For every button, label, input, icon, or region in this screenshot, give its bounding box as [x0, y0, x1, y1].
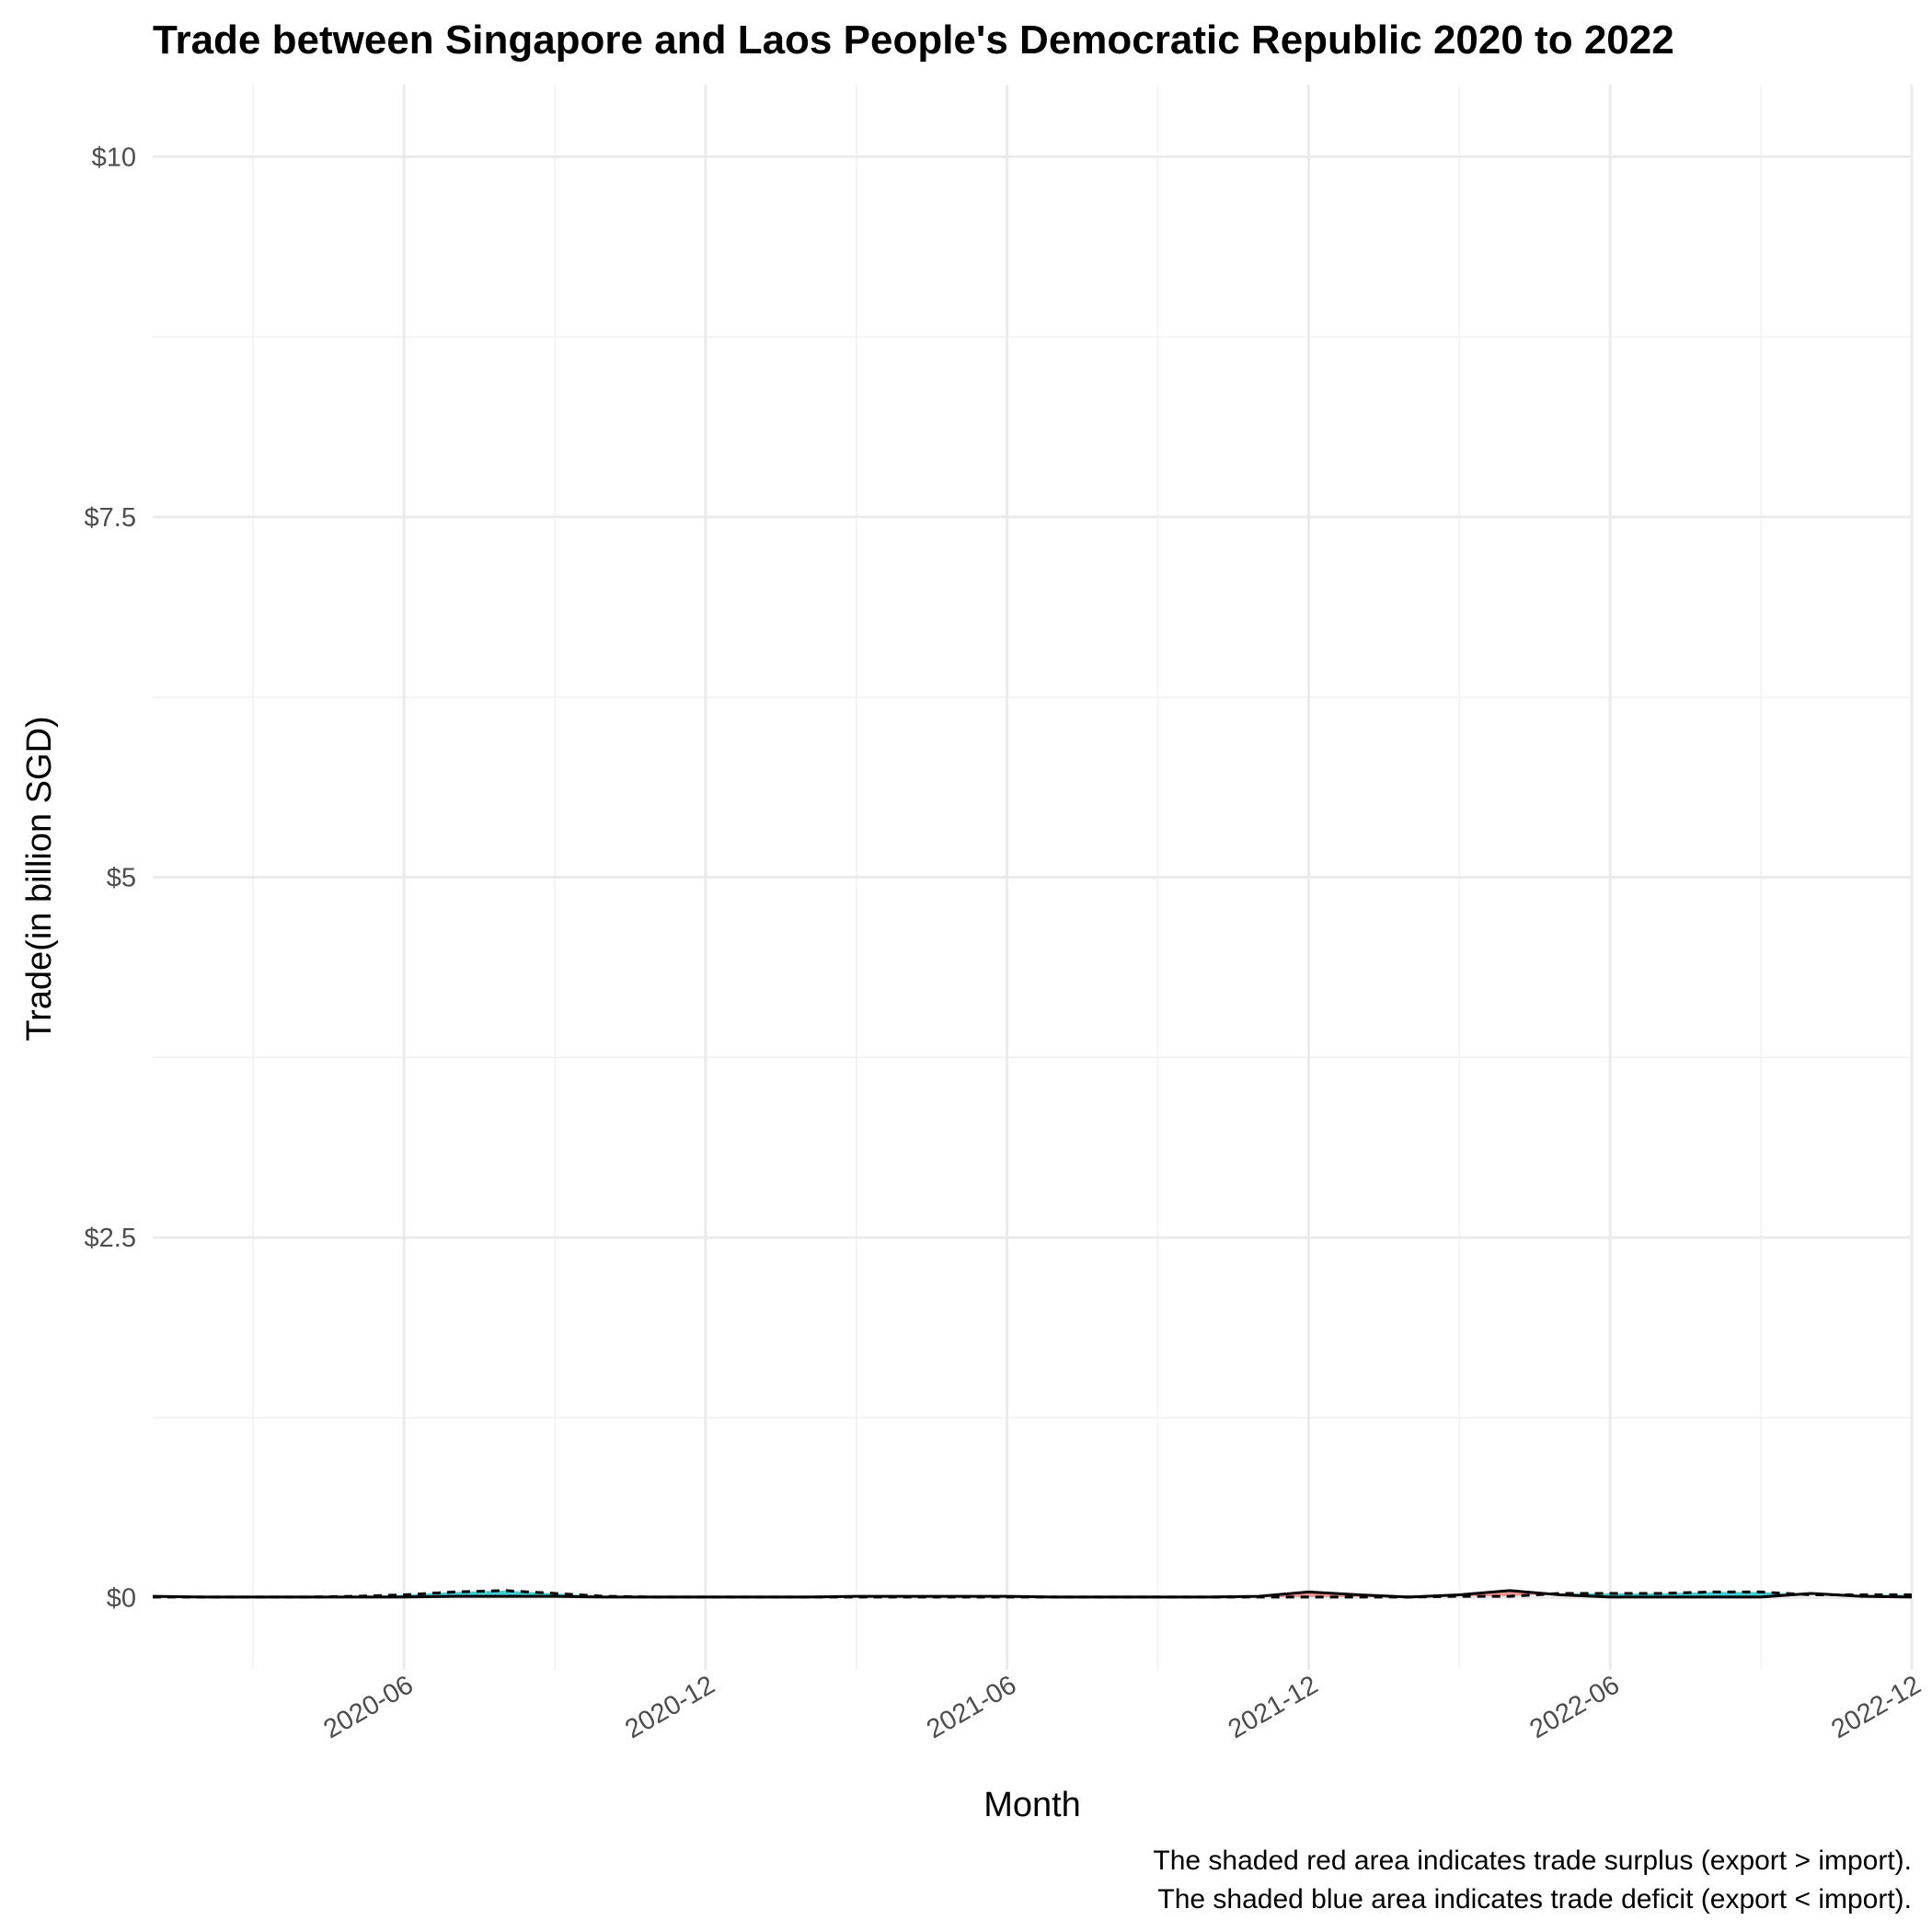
x-tick-label: 2021-12: [1224, 1670, 1323, 1744]
y-tick-label: $5: [107, 864, 136, 893]
y-axis-title: Trade(in billion SGD): [20, 716, 59, 1041]
trade-lines: [152, 1589, 1913, 1599]
y-tick-label: $7.5: [85, 503, 136, 533]
x-axis-title: Month: [983, 1786, 1081, 1824]
x-axis-ticks: 2020-06 2020-12 2021-06 2021-12 2022-06 2022-…: [318, 1670, 1926, 1744]
y-tick-label: $10: [92, 143, 136, 172]
caption-line-2: The shaded blue area indicates trade def…: [1157, 1884, 1912, 1915]
y-tick-label: $2.5: [85, 1224, 136, 1253]
export-line: [152, 1589, 1913, 1599]
y-axis-ticks: $0 $2.5 $5 $7.5 $10: [85, 143, 136, 1613]
chart-title: Trade between Singapore and Laos People'…: [153, 17, 1674, 63]
x-tick-label: 2020-12: [620, 1670, 719, 1744]
y-tick-label: $0: [107, 1584, 136, 1614]
x-tick-label: 2021-06: [922, 1670, 1021, 1744]
caption-line-1: The shaded red area indicates trade surp…: [1153, 1846, 1912, 1876]
x-tick-label: 2022-12: [1826, 1670, 1926, 1744]
x-tick-label: 2020-06: [318, 1670, 418, 1744]
major-gridlines: [153, 85, 1914, 1670]
trade-balance-area: [504, 1590, 556, 1597]
x-tick-label: 2022-06: [1525, 1670, 1625, 1744]
